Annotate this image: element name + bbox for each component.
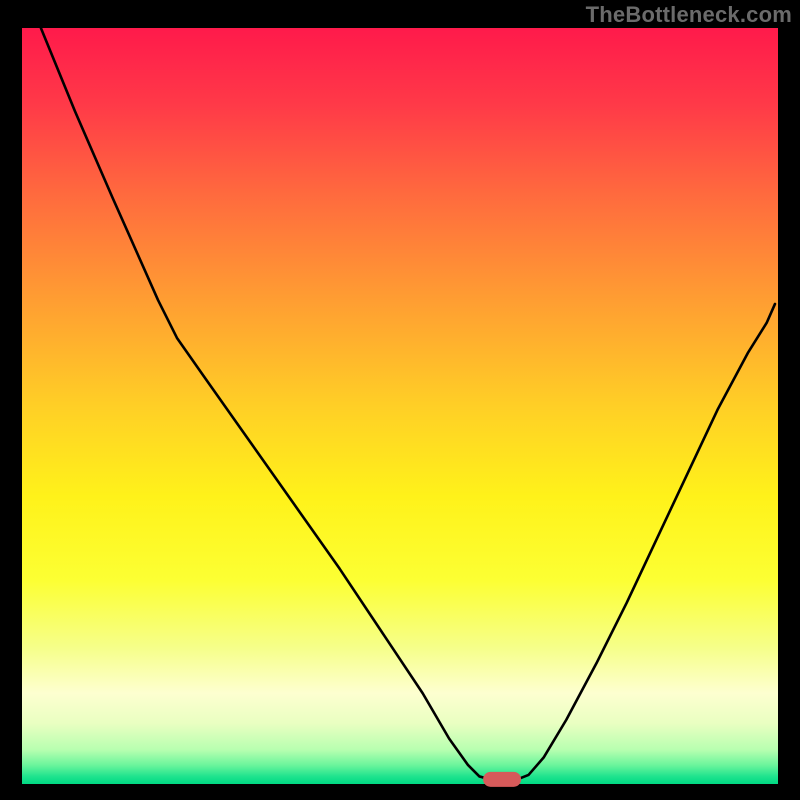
chart-frame: TheBottleneck.com	[0, 0, 800, 800]
plot-area	[22, 28, 778, 784]
bottleneck-curve	[22, 28, 778, 784]
watermark-text: TheBottleneck.com	[586, 2, 792, 28]
optimal-marker	[483, 772, 521, 786]
